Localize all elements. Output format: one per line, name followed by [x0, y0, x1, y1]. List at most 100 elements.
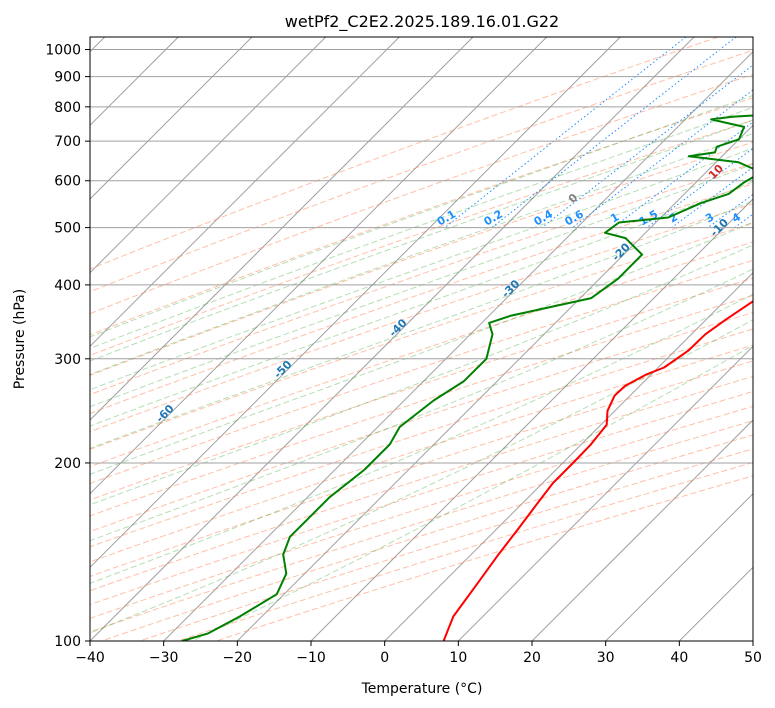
dry-adiabat-line — [90, 241, 753, 468]
line-labels: 0.10.20.40.611.52346810131620253036-100-… — [33, 162, 775, 472]
dry-adiabat-line — [90, 119, 753, 356]
x-tick-label: 20 — [523, 650, 541, 666]
x-tick-label: 30 — [597, 650, 615, 666]
mixing-ratio-line — [541, 64, 753, 228]
isotherm-line — [90, 37, 695, 641]
x-tick-label: −10 — [296, 650, 326, 666]
mixing-ratio-label: 0.1 — [435, 207, 458, 228]
x-tick-label: −20 — [223, 650, 253, 666]
dry-adiabat-line — [90, 183, 753, 414]
mixing-ratio-line — [671, 166, 753, 228]
axes: −40 −30 −20 −10 0 10 20 30 40 50 100 200 300 400 500 60… — [45, 43, 762, 666]
moist-adiabat-line — [90, 132, 753, 376]
x-tick-label: 10 — [449, 650, 467, 666]
mixing-ratio-line — [612, 121, 753, 228]
dry-adiabat-line — [90, 375, 753, 592]
isotherm-line — [678, 566, 753, 641]
moist-adiabat-line — [90, 163, 753, 408]
background-lines — [90, 37, 753, 641]
profile-series — [181, 114, 753, 641]
adiabat-label: 10 — [706, 162, 726, 182]
isotherm-line — [90, 37, 548, 495]
isotherm-line — [90, 37, 400, 348]
isotherm-label: -40 — [386, 316, 409, 339]
isotherm-line — [90, 37, 253, 200]
dry-adiabat-line — [90, 405, 753, 619]
x-axis-label: Temperature (°C) — [361, 681, 483, 697]
dry-adiabat-line — [90, 97, 753, 336]
moist-adiabat-line — [90, 293, 753, 584]
y-axis-label: Pressure (hPa) — [12, 289, 28, 389]
moist-adiabat-line — [90, 221, 753, 475]
isotherm-line — [752, 640, 753, 641]
y-tick-label: 1000 — [45, 43, 81, 59]
dry-adiabat-line — [90, 259, 753, 485]
moist-adiabat-line — [192, 344, 753, 641]
isotherm-label: -70 — [33, 449, 56, 472]
x-tick-label: −30 — [149, 650, 179, 666]
chart-title: wetPf2_C2E2.2025.189.16.01.G22 — [285, 12, 559, 32]
dry-adiabat-line — [90, 360, 753, 577]
y-tick-label: 500 — [54, 221, 81, 237]
y-tick-label: 300 — [54, 352, 81, 368]
y-tick-label: 600 — [54, 174, 81, 190]
temperature-line — [442, 300, 753, 641]
dry-adiabat-line — [90, 277, 753, 501]
isotherm-line — [90, 37, 474, 421]
moist-adiabat-line — [90, 244, 753, 506]
y-tick-label: 100 — [54, 634, 81, 650]
mixing-ratio-label: 0.4 — [532, 207, 556, 228]
moist-adiabat-line — [90, 147, 753, 391]
mixing-ratio-label: 6 — [769, 210, 775, 225]
dry-adiabat-line — [90, 141, 753, 376]
dry-adiabat-line — [90, 222, 753, 450]
y-tick-label: 700 — [54, 134, 81, 150]
y-tick-label: 200 — [54, 456, 81, 472]
dewpoint-line — [181, 114, 753, 641]
dry-adiabat-line — [101, 434, 753, 641]
dry-adiabat-line — [90, 37, 719, 270]
isotherm-line — [310, 198, 753, 641]
dry-adiabat-line — [90, 344, 753, 563]
x-tick-label: −40 — [75, 650, 105, 666]
dry-adiabat-line — [90, 73, 753, 315]
isotherm-label: -30 — [499, 277, 522, 300]
moist-adiabat-line — [90, 94, 753, 338]
isotherm-line — [457, 345, 753, 641]
isotherm-line — [163, 50, 753, 641]
moist-adiabat-line — [90, 119, 753, 362]
isotherm-line — [384, 271, 753, 641]
dry-adiabat-line — [90, 203, 753, 433]
pressure-gridlines — [90, 49, 753, 641]
dry-adiabat-line — [90, 162, 753, 396]
y-tick-label: 400 — [54, 278, 81, 294]
dry-adiabat-line — [177, 461, 753, 641]
isotherm-label: -60 — [153, 402, 176, 425]
isotherm-line — [90, 37, 327, 274]
mixing-ratio-line — [734, 213, 753, 229]
moist-adiabat-line — [90, 106, 753, 350]
isotherm-line — [531, 419, 753, 641]
dry-adiabat-line — [90, 49, 753, 293]
dry-adiabat-line — [90, 390, 753, 606]
dry-adiabat-line — [90, 328, 753, 548]
x-tick-label: 0 — [380, 650, 389, 666]
isotherm-line — [605, 492, 753, 641]
plot-frame — [89, 36, 754, 642]
moist-adiabat-line — [90, 200, 753, 449]
y-tick-label: 800 — [54, 100, 81, 116]
dry-adiabat-line — [215, 475, 753, 641]
x-tick-label: 40 — [670, 650, 688, 666]
x-tick-label: 50 — [744, 650, 762, 666]
dry-adiabat-line — [90, 311, 753, 533]
isotherm-label: -50 — [271, 358, 294, 381]
moist-adiabat-line — [90, 268, 753, 542]
mixing-ratio-line — [491, 37, 737, 228]
mixing-ratio-line — [572, 89, 753, 228]
moist-adiabat-line — [90, 181, 753, 427]
dry-adiabat-line — [90, 294, 753, 517]
y-tick-label: 900 — [54, 70, 81, 86]
isotherm-line — [90, 37, 621, 569]
